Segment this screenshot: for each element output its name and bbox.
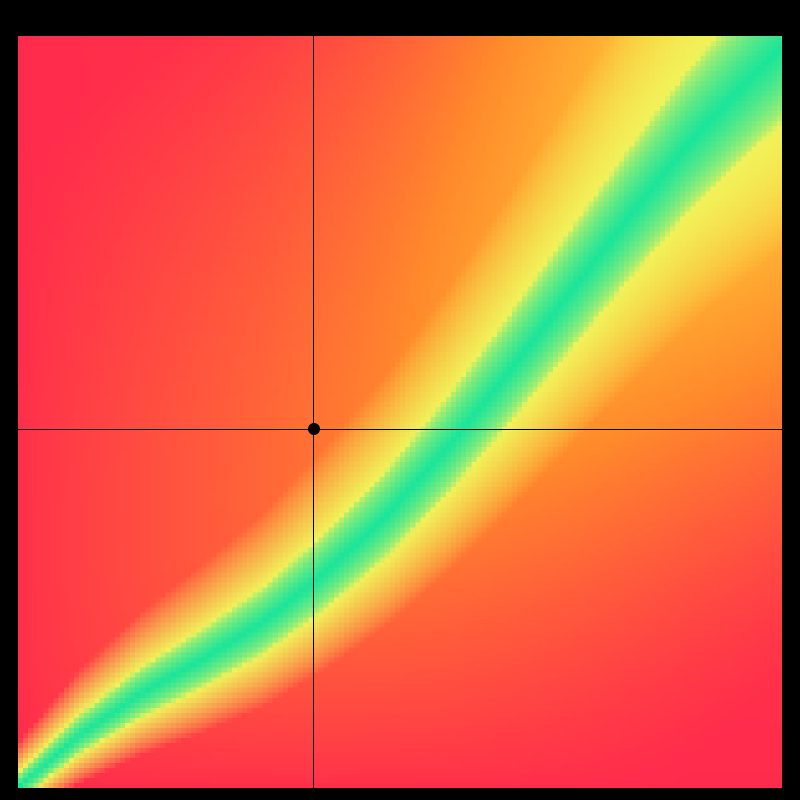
crosshair-vertical xyxy=(313,36,315,788)
watermark-text: TheBottleneck.com xyxy=(554,4,784,32)
crosshair-dot xyxy=(308,423,320,435)
crosshair-horizontal xyxy=(18,429,782,431)
heatmap-plot xyxy=(18,36,782,788)
outer-frame: TheBottleneck.com xyxy=(0,0,800,800)
